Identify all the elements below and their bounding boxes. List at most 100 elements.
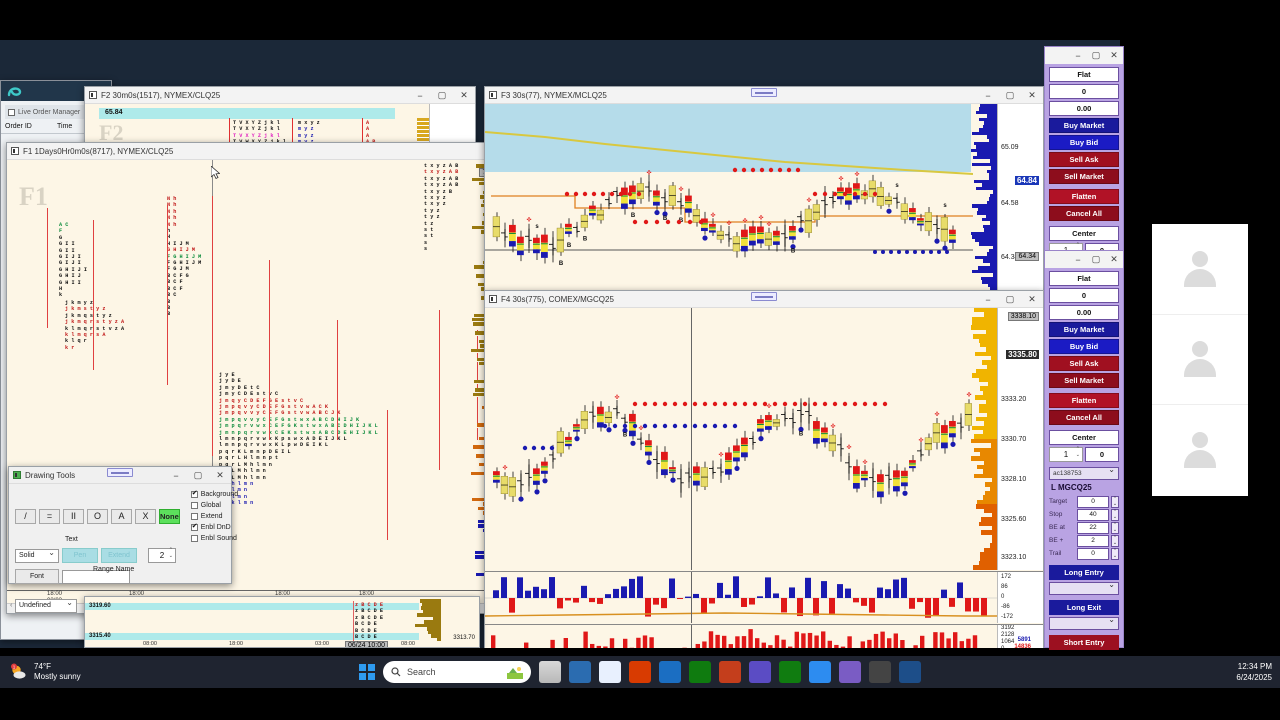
tp-top-maximize[interactable]: ▢ <box>1091 50 1101 60</box>
gold-volume-pane[interactable]: 3192212810640-1064-2128-3192 58911483689… <box>485 624 1043 648</box>
gold-price-pane[interactable]: ✜ ✜ B ✜ ✜ ✜ B ✜ ✜ ✜ ✜ ✜ ✜ 3333.20 3330.70 3328.10 3325.… <box>485 308 1043 570</box>
f2-chart-window[interactable]: F2 30m0s(1517), NYMEX/CLQ25 − ▢ ✕ 65.84 … <box>84 86 476 146</box>
param-value[interactable]: 0 <box>1077 495 1109 508</box>
f2-close-button[interactable]: ✕ <box>460 90 468 100</box>
tp-top-minimize[interactable]: − <box>1075 50 1081 61</box>
tp-top-titlebar[interactable]: − ▢ ✕ <box>1045 47 1123 64</box>
taskbar-search-box[interactable]: Search <box>383 661 531 683</box>
tp-top-buy-market[interactable]: Buy Market <box>1049 118 1119 133</box>
dt-checkbox-enbl-sound[interactable]: Enbl Sound <box>190 533 238 543</box>
drawing-tools-pin-bar[interactable] <box>107 468 133 477</box>
tp-bot-center[interactable]: Center <box>1049 430 1119 445</box>
param-row-trail[interactable]: Trail 0 ⌃ ⌄ <box>1049 547 1119 560</box>
dt-width-stepper[interactable]: 2 <box>148 547 176 563</box>
checkbox-icon[interactable] <box>190 489 198 498</box>
terminal-icon[interactable] <box>869 661 891 683</box>
checkbox-icon[interactable] <box>190 534 198 542</box>
tp-bot-cancel-all[interactable]: Cancel All <box>1049 410 1119 425</box>
dt-tool-1[interactable]: = <box>39 508 60 524</box>
dt-style-select[interactable]: Solid <box>15 548 59 563</box>
dt-checkbox-extend[interactable]: Extend <box>190 511 238 521</box>
taskview-icon[interactable] <box>539 661 561 683</box>
tp-bot-flatten[interactable]: Flatten <box>1049 393 1119 408</box>
tp-bot-parameter-fields[interactable]: Target 0 ⌃ ⌄ Stop 40 ⌃ ⌄ BE at 22 ⌃ ⌄ BE + … <box>1049 495 1119 560</box>
dt-tool-2[interactable]: II <box>63 508 84 524</box>
crude-titlebar[interactable]: F3 30s(77), NYMEX/MCLQ25 − ▢ ✕ <box>485 87 1043 104</box>
dt-checkbox-global[interactable]: Global <box>190 500 238 510</box>
scroll-left-icon[interactable]: ‹ <box>10 602 13 609</box>
tp-top-center[interactable]: Center <box>1049 226 1119 241</box>
tp-bot-long-exit[interactable]: Long Exit <box>1049 600 1119 615</box>
tp-bot-qty2[interactable]: 0 <box>1085 447 1119 462</box>
param-row-be--[interactable]: BE + 2 ⌃ ⌄ <box>1049 534 1119 547</box>
trading-app-icon[interactable] <box>899 661 921 683</box>
crude-close-button[interactable]: ✕ <box>1028 90 1036 100</box>
tp-bot-qty-stepper[interactable]: 1 <box>1049 446 1083 462</box>
tp-bot-buy-market[interactable]: Buy Market <box>1049 322 1119 337</box>
edge-icon[interactable] <box>599 661 621 683</box>
param-value[interactable]: 22 <box>1077 521 1109 534</box>
param-stepper[interactable]: ⌃ ⌄ <box>1111 547 1119 560</box>
dt-tool-0[interactable]: / <box>15 508 36 524</box>
gold-indicator-pane[interactable]: 172 86 0 -86 -172 <box>485 571 1043 623</box>
explorer-icon[interactable] <box>569 661 591 683</box>
tp-top-flatten[interactable]: Flatten <box>1049 189 1119 204</box>
dt-none-button[interactable]: None <box>159 508 180 524</box>
f2-window-controls[interactable]: − ▢ ✕ <box>409 87 475 104</box>
param-stepper[interactable]: ⌃ ⌄ <box>1111 534 1119 547</box>
checkbox-icon[interactable] <box>190 522 198 531</box>
dt-text-input[interactable] <box>62 569 130 584</box>
store-icon[interactable] <box>779 661 801 683</box>
teams-icon[interactable] <box>839 661 861 683</box>
tp-top-buy-bid[interactable]: Buy Bid <box>1049 135 1119 150</box>
dt-tool-3[interactable]: O <box>87 508 108 524</box>
dt-checkbox-background[interactable]: Background <box>190 489 238 499</box>
param-value[interactable]: 2 <box>1077 534 1109 547</box>
f2-price-scale[interactable] <box>429 104 475 145</box>
crude-minimize-button[interactable]: − <box>985 90 991 101</box>
start-button-icon[interactable] <box>359 664 375 680</box>
tp-top-cancel-all[interactable]: Cancel All <box>1049 206 1119 221</box>
crude-price-scale[interactable]: 65.09 64.58 64.34 <box>997 104 1043 291</box>
param-stepper[interactable]: ⌃ ⌄ <box>1111 521 1119 534</box>
checkbox-icon[interactable] <box>190 512 198 520</box>
tp-top-close[interactable]: ✕ <box>1110 50 1118 60</box>
gold-price-scale[interactable]: 3333.20 3330.70 3328.10 3325.60 3323.10 <box>997 308 1043 570</box>
dt-tool-5[interactable]: X <box>135 508 156 524</box>
windows-taskbar[interactable]: 1 74°F Mostly sunny Search <box>0 656 1280 688</box>
tp-bot-minimize[interactable]: − <box>1075 254 1081 265</box>
gold-window-controls[interactable]: − ▢ ✕ <box>977 291 1043 308</box>
indicator-scale[interactable]: 172 86 0 -86 -172 <box>997 572 1043 623</box>
tp-bot-close[interactable]: ✕ <box>1110 254 1118 264</box>
dt-tool-buttons[interactable]: / = II O A X <box>15 508 156 524</box>
param-stepper[interactable]: ⌃ ⌄ <box>1111 508 1119 521</box>
crude-pin-bar[interactable] <box>751 88 777 97</box>
trade-panel-bottom[interactable]: − ▢ ✕ Flat 0 0.00 Buy Market Buy Bid Sel… <box>1044 250 1124 650</box>
tp-bot-long-exit-select[interactable] <box>1049 615 1119 630</box>
checkbox-icon[interactable] <box>190 501 198 509</box>
f2-titlebar[interactable]: F2 30m0s(1517), NYMEX/CLQ25 − ▢ ✕ <box>85 87 475 104</box>
param-row-target[interactable]: Target 0 ⌃ ⌄ <box>1049 495 1119 508</box>
gold-pin-bar[interactable] <box>751 292 777 301</box>
f2-maximize-button[interactable]: ▢ <box>437 90 447 100</box>
office-icon[interactable] <box>629 661 651 683</box>
param-value[interactable]: 40 <box>1077 508 1109 521</box>
tp-bot-sell-market[interactable]: Sell Market <box>1049 373 1119 388</box>
dt-maximize-button[interactable]: ▢ <box>193 470 203 480</box>
settings-icon[interactable] <box>749 661 771 683</box>
gold-chart-canvas[interactable]: ✜ ✜ B ✜ ✜ ✜ B ✜ ✜ ✜ ✜ ✜ ✜ 3333.20 3330.70 3328.10 3325.… <box>485 308 1043 648</box>
f1-titlebar[interactable]: F1 1Days0Hr0m0s(8717), NYMEX/CLQ25 − ▢ ✕ <box>7 143 551 160</box>
dt-minimize-button[interactable]: − <box>173 470 179 481</box>
tp-bot-short-entry[interactable]: Short Entry <box>1049 635 1119 650</box>
taskbar-center-group[interactable]: Search <box>359 661 921 683</box>
dt-range-type-select[interactable]: Undefined <box>15 598 77 613</box>
param-stepper[interactable]: ⌃ ⌄ <box>1111 495 1119 508</box>
tp-top-sell-market[interactable]: Sell Market <box>1049 169 1119 184</box>
dt-close-button[interactable]: ✕ <box>216 470 224 480</box>
crude-maximize-button[interactable]: ▢ <box>1005 90 1015 100</box>
chrome-icon[interactable] <box>809 661 831 683</box>
powerpoint-icon[interactable] <box>719 661 741 683</box>
